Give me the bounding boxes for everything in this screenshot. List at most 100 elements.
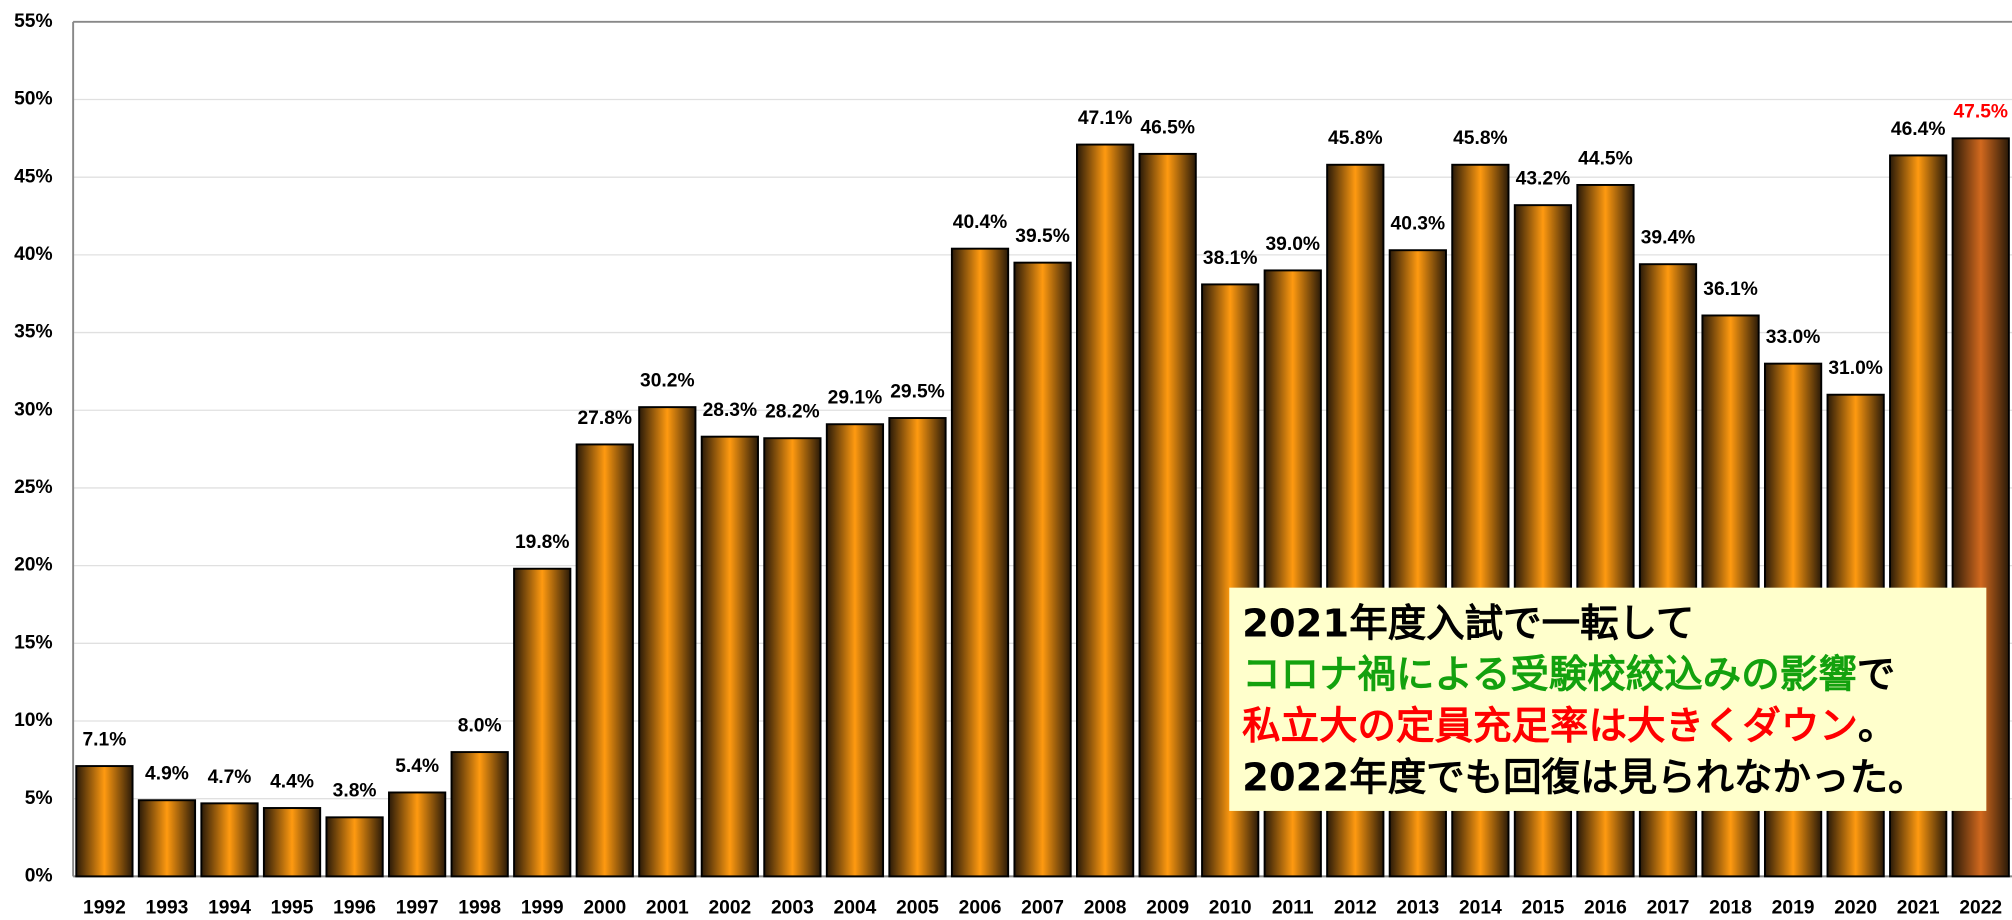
x-tick-label: 2008 xyxy=(1084,898,1127,919)
data-label: 3.8% xyxy=(333,781,377,802)
y-tick-label: 40% xyxy=(14,244,53,265)
x-tick-label: 2016 xyxy=(1584,898,1627,919)
y-tick-label: 50% xyxy=(14,89,53,110)
data-label: 28.2% xyxy=(765,402,820,423)
x-tick-label: 2015 xyxy=(1522,898,1565,919)
x-tick-label: 2001 xyxy=(646,898,689,919)
data-label: 4.4% xyxy=(270,771,314,792)
annotation-text: 2022年度でも回復は見られなかった。 xyxy=(1242,755,1926,800)
bar xyxy=(638,406,697,878)
y-tick-label: 30% xyxy=(14,399,53,420)
x-tick-label: 1992 xyxy=(83,898,126,919)
bar xyxy=(450,751,509,878)
x-tick-label: 1999 xyxy=(521,898,564,919)
bar xyxy=(1138,152,1197,878)
annotation-line: 2021年度入試で一転して xyxy=(1242,601,1694,646)
x-tick-label: 2005 xyxy=(896,898,939,919)
bar xyxy=(763,437,822,878)
annotation-text: 。 xyxy=(1858,704,1896,749)
x-tick-label: 2020 xyxy=(1834,898,1877,919)
data-label: 8.0% xyxy=(458,715,502,736)
x-tick-label: 2012 xyxy=(1334,898,1377,919)
x-tick-label: 2010 xyxy=(1209,898,1252,919)
data-label: 31.0% xyxy=(1828,358,1883,379)
y-tick-label: 5% xyxy=(25,788,53,809)
bar xyxy=(200,802,259,878)
data-label: 7.1% xyxy=(82,729,126,750)
x-tick-label: 2007 xyxy=(1021,898,1064,919)
x-tick-label: 2017 xyxy=(1647,898,1690,919)
data-label: 45.8% xyxy=(1328,128,1383,149)
x-tick-label: 2022 xyxy=(1959,898,2002,919)
x-tick-label: 2000 xyxy=(583,898,626,919)
x-tick-label: 2009 xyxy=(1146,898,1189,919)
x-tick-label: 1993 xyxy=(146,898,189,919)
data-label: 29.5% xyxy=(890,381,945,402)
annotation-text: 私立大の定員充足率は大きくダウン xyxy=(1242,704,1858,749)
x-tick-label: 1996 xyxy=(333,898,376,919)
bar xyxy=(950,247,1010,878)
annotation-line: 私立大の定員充足率は大きくダウン。 xyxy=(1242,704,1896,749)
data-label: 36.1% xyxy=(1703,279,1758,300)
bar xyxy=(1076,143,1135,878)
y-tick-label: 25% xyxy=(14,477,53,498)
data-label: 40.4% xyxy=(953,212,1008,233)
data-label: 27.8% xyxy=(577,408,632,429)
annotation-box xyxy=(1229,587,1987,811)
data-label: 46.4% xyxy=(1891,119,1946,140)
data-label: 47.5% xyxy=(1953,102,2008,123)
data-label: 46.5% xyxy=(1140,117,1195,138)
annotation-text: コロナ禍による受験校絞込みの影響 xyxy=(1242,653,1857,698)
x-tick-label: 2018 xyxy=(1709,898,1752,919)
x-tick-label: 2013 xyxy=(1396,898,1439,919)
data-label: 4.9% xyxy=(145,764,189,785)
y-tick-label: 35% xyxy=(14,322,53,343)
data-label: 28.3% xyxy=(703,400,758,421)
annotation-text: 2021年度入試で一転して xyxy=(1242,601,1694,646)
bar xyxy=(388,791,447,878)
bar xyxy=(825,423,885,878)
x-tick-label: 1994 xyxy=(208,898,251,919)
data-label: 39.5% xyxy=(1015,226,1070,247)
data-label: 39.4% xyxy=(1641,228,1696,249)
x-tick-label: 2003 xyxy=(771,898,814,919)
y-tick-label: 20% xyxy=(14,555,53,576)
data-label: 19.8% xyxy=(515,532,570,553)
x-tick-label: 2006 xyxy=(959,898,1002,919)
x-tick-label: 2014 xyxy=(1459,898,1502,919)
bar xyxy=(137,799,197,878)
data-label: 4.7% xyxy=(208,767,252,788)
bar xyxy=(1013,261,1072,878)
x-tick-label: 2004 xyxy=(834,898,877,919)
data-label: 33.0% xyxy=(1766,327,1821,348)
data-label: 44.5% xyxy=(1578,148,1633,169)
data-label: 30.2% xyxy=(640,371,695,392)
data-label: 29.1% xyxy=(828,388,883,409)
data-label: 43.2% xyxy=(1516,169,1571,190)
bar xyxy=(75,765,134,878)
y-tick-label: 55% xyxy=(14,11,53,32)
bar xyxy=(262,807,322,878)
data-label: 38.1% xyxy=(1203,248,1258,269)
annotation-text: で xyxy=(1857,653,1895,698)
x-tick-label: 2021 xyxy=(1897,898,1940,919)
x-tick-label: 1998 xyxy=(458,898,501,919)
y-tick-label: 10% xyxy=(14,710,53,731)
bar xyxy=(325,816,384,878)
data-label: 40.3% xyxy=(1391,214,1446,235)
x-tick-label: 2011 xyxy=(1272,898,1314,919)
x-tick-label: 1997 xyxy=(396,898,439,919)
x-tick-label: 1995 xyxy=(271,898,314,919)
y-tick-label: 45% xyxy=(14,166,53,187)
x-tick-label: 2002 xyxy=(708,898,751,919)
annotation-line: コロナ禍による受験校絞込みの影響で xyxy=(1242,653,1895,698)
x-tick-label: 2019 xyxy=(1772,898,1815,919)
annotation-line: 2022年度でも回復は見られなかった。 xyxy=(1242,755,1926,800)
y-tick-label: 15% xyxy=(14,632,53,653)
y-tick-label: 0% xyxy=(25,865,53,886)
bar xyxy=(700,435,759,878)
bar xyxy=(888,417,947,878)
bar xyxy=(575,443,634,878)
data-label: 45.8% xyxy=(1453,128,1508,149)
